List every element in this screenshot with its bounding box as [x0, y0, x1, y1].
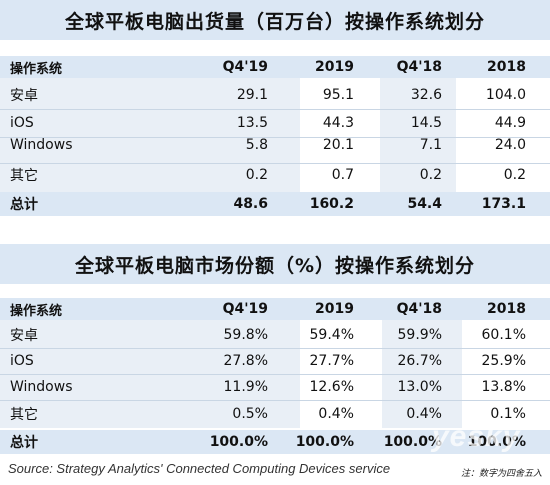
row-divider [0, 400, 550, 401]
table1-header-2018: 2018 [487, 59, 526, 75]
cell-value: 29.1 [236, 87, 268, 103]
table1-header-q419: Q4'19 [222, 59, 268, 75]
table-row: 其它 0.2 0.7 0.2 0.2 [0, 162, 550, 188]
cell-value: 12.6% [309, 379, 354, 395]
table2-total-row: 总计 100.0% 100.0% 100.0% 100.0% [0, 430, 550, 454]
row-label: iOS [10, 115, 34, 131]
total-value: 100.0% [467, 434, 526, 450]
table1-header-2019: 2019 [315, 59, 354, 75]
cell-value: 0.4% [406, 406, 442, 422]
row-label: iOS [10, 353, 34, 369]
table1-header-os: 操作系统 [10, 61, 63, 77]
table-row: 安卓 29.1 95.1 32.6 104.0 [0, 82, 550, 108]
cell-value: 0.5% [232, 406, 268, 422]
yesky-watermark: yesky [432, 420, 521, 453]
cell-value: 11.9% [223, 379, 268, 395]
cell-value: 104.0 [485, 87, 526, 103]
table2-title-text: 全球平板电脑市场份额（%）按操作系统划分 [74, 254, 476, 277]
cell-value: 59.4% [309, 327, 354, 343]
total-value: 100.0% [295, 434, 354, 450]
cell-value: 13.8% [481, 379, 526, 395]
row-divider [0, 374, 550, 375]
cell-value: 13.0% [397, 379, 442, 395]
cell-value: 44.9 [494, 115, 526, 131]
total-value: 100.0% [383, 434, 442, 450]
row-divider [0, 137, 550, 138]
row-label: 安卓 [10, 88, 38, 104]
table1-title-text: 全球平板电脑出货量（百万台）按操作系统划分 [64, 10, 485, 33]
cell-value: 59.9% [397, 327, 442, 343]
cell-value: 5.8 [245, 137, 268, 153]
cell-value: 26.7% [397, 353, 442, 369]
table-row: 安卓 59.8% 59.4% 59.9% 60.1% [0, 323, 550, 347]
cell-value: 60.1% [481, 327, 526, 343]
source-note: Source: Strategy Analytics' Connected Co… [8, 461, 391, 476]
table-row: 其它 0.5% 0.4% 0.4% 0.1% [0, 402, 550, 426]
table-row: iOS 27.8% 27.7% 26.7% 25.9% [0, 349, 550, 373]
cell-value: 95.1 [322, 87, 354, 103]
cell-value: 0.2 [419, 167, 442, 183]
table1-header-row: 操作系统 Q4'19 2019 Q4'18 2018 [0, 56, 550, 78]
total-value: 173.1 [481, 196, 526, 212]
cell-value: 32.6 [410, 87, 442, 103]
row-divider [0, 348, 550, 349]
total-label: 总计 [10, 435, 38, 451]
cell-value: 0.7 [331, 167, 354, 183]
table-row: iOS 13.5 44.3 14.5 44.9 [0, 110, 550, 136]
table2-header-2019: 2019 [315, 301, 354, 317]
cell-value: 59.8% [223, 327, 268, 343]
row-label: 其它 [10, 168, 38, 184]
table2-header-os: 操作系统 [10, 303, 63, 319]
table-row: Windows 5.8 20.1 7.1 24.0 [0, 132, 550, 158]
cell-value: 13.5 [236, 115, 268, 131]
table1-total-row: 总计 48.6 160.2 54.4 173.1 [0, 192, 550, 216]
cell-value: 0.2 [245, 167, 268, 183]
table1-white-col [300, 78, 380, 194]
table2-header-q418: Q4'18 [396, 301, 442, 317]
table-row: Windows 11.9% 12.6% 13.0% 13.8% [0, 375, 550, 399]
cell-value: 24.0 [494, 137, 526, 153]
cell-value: 44.3 [322, 115, 354, 131]
total-label: 总计 [10, 197, 38, 213]
total-value: 54.4 [407, 196, 442, 212]
cell-value: 25.9% [481, 353, 526, 369]
rounding-note: 注：数字为四舍五入 [460, 469, 542, 479]
cell-value: 0.2 [503, 167, 526, 183]
total-value: 48.6 [233, 196, 268, 212]
row-label: 安卓 [10, 328, 38, 344]
cell-value: 20.1 [322, 137, 354, 153]
cell-value: 27.7% [309, 353, 354, 369]
cell-value: 0.4% [318, 406, 354, 422]
table1-header-q418: Q4'18 [396, 59, 442, 75]
row-divider [0, 109, 550, 110]
row-label: Windows [10, 379, 73, 395]
cell-value: 0.1% [490, 406, 526, 422]
cell-value: 7.1 [419, 137, 442, 153]
row-label: Windows [10, 137, 73, 153]
table2-header-row: 操作系统 Q4'19 2019 Q4'18 2018 [0, 298, 550, 320]
table2-header-q419: Q4'19 [222, 301, 268, 317]
cell-value: 27.8% [223, 353, 268, 369]
total-value: 100.0% [209, 434, 268, 450]
table2-header-2018: 2018 [487, 301, 526, 317]
table1-title: 全球平板电脑出货量（百万台）按操作系统划分 [0, 0, 550, 40]
total-value: 160.2 [309, 196, 354, 212]
cell-value: 14.5 [410, 115, 442, 131]
table1-white-col [456, 78, 550, 194]
table2-title: 全球平板电脑市场份额（%）按操作系统划分 [0, 244, 550, 284]
row-label: 其它 [10, 407, 38, 423]
row-divider [0, 163, 550, 164]
